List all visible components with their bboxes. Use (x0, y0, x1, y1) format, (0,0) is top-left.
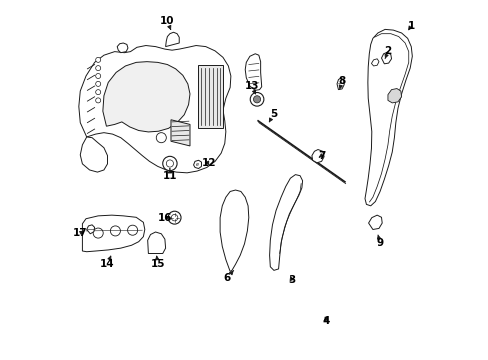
Circle shape (96, 66, 101, 71)
Polygon shape (381, 52, 391, 64)
Circle shape (96, 90, 101, 95)
Circle shape (127, 225, 137, 235)
Circle shape (171, 215, 178, 221)
Text: 5: 5 (269, 109, 277, 122)
Text: 7: 7 (317, 150, 325, 161)
Circle shape (168, 211, 181, 224)
Text: 8: 8 (338, 76, 345, 89)
Polygon shape (86, 225, 94, 234)
Circle shape (253, 96, 260, 103)
Polygon shape (269, 175, 302, 270)
Text: 11: 11 (163, 168, 177, 181)
Text: 14: 14 (100, 256, 115, 269)
Polygon shape (336, 78, 344, 90)
Text: 17: 17 (73, 228, 87, 238)
Text: 9: 9 (376, 235, 383, 248)
Text: e: e (196, 162, 199, 167)
Polygon shape (387, 89, 401, 103)
Polygon shape (165, 32, 179, 46)
Polygon shape (79, 45, 230, 173)
Polygon shape (117, 43, 128, 53)
Polygon shape (193, 160, 201, 168)
Circle shape (93, 228, 103, 238)
Polygon shape (220, 190, 248, 271)
Circle shape (96, 98, 101, 103)
Polygon shape (364, 30, 411, 206)
Circle shape (96, 81, 101, 86)
Circle shape (163, 156, 177, 171)
Circle shape (96, 57, 101, 62)
Polygon shape (244, 54, 261, 90)
Polygon shape (80, 137, 107, 172)
Polygon shape (147, 232, 165, 253)
Polygon shape (82, 215, 144, 252)
Text: 13: 13 (244, 81, 258, 94)
Polygon shape (171, 120, 190, 146)
Polygon shape (102, 62, 190, 132)
Text: 12: 12 (202, 158, 216, 168)
Polygon shape (371, 59, 378, 66)
Circle shape (110, 226, 120, 236)
Text: 15: 15 (150, 256, 164, 269)
Text: 1: 1 (407, 21, 414, 31)
Polygon shape (198, 65, 223, 128)
Text: 16: 16 (157, 213, 172, 222)
Polygon shape (311, 149, 324, 163)
Text: 4: 4 (322, 316, 329, 325)
Circle shape (250, 93, 264, 106)
Circle shape (156, 133, 166, 143)
Text: 3: 3 (287, 275, 295, 285)
Text: 6: 6 (223, 270, 233, 283)
Polygon shape (368, 215, 382, 229)
Circle shape (96, 73, 101, 78)
Text: 10: 10 (160, 17, 174, 30)
Circle shape (166, 160, 173, 167)
Text: 2: 2 (384, 46, 391, 59)
